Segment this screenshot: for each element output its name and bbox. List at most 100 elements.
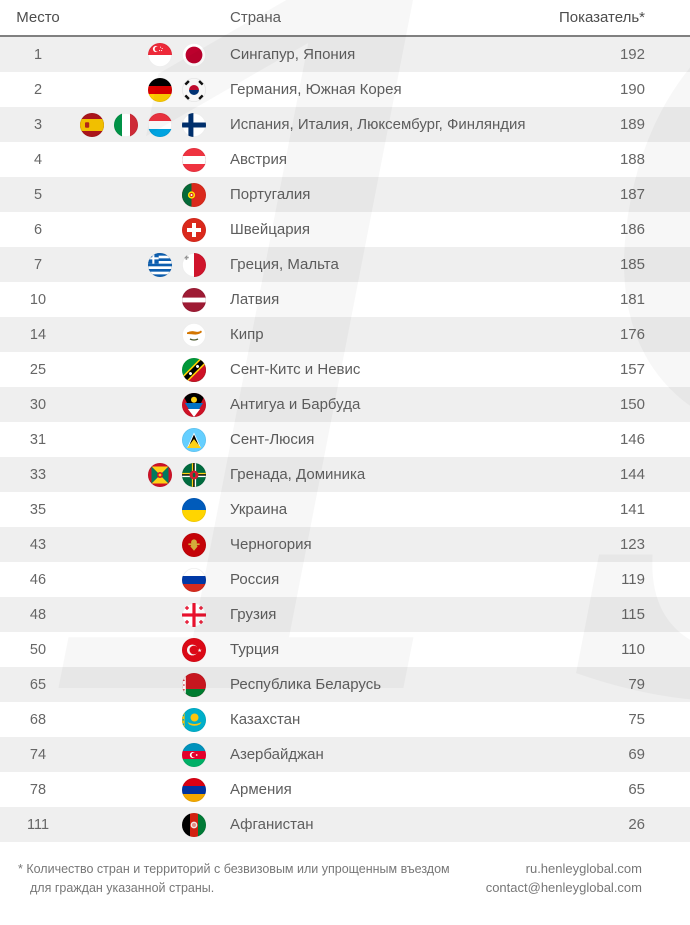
- flag-luxembourg: [148, 112, 172, 137]
- column-header-score: Показатель*: [558, 9, 645, 26]
- table-row: 68 Казахстан 75: [0, 702, 690, 737]
- flag-group: [76, 77, 206, 102]
- country-cell: Сент-Люсия: [230, 431, 315, 448]
- rank-cell: 25: [29, 361, 47, 378]
- score-cell: 69: [628, 746, 645, 763]
- table-row: 31 Сент-Люсия 146: [0, 422, 690, 457]
- flag-group: [76, 567, 206, 592]
- table-row: 4 Австрия 188: [0, 142, 690, 177]
- table-row: 5 Португалия 187: [0, 177, 690, 212]
- flag-group: [76, 147, 206, 172]
- flag-group: [76, 287, 206, 312]
- rank-cell: 68: [29, 711, 47, 728]
- flag-montenegro: [182, 532, 206, 557]
- flag-azerbaijan: [182, 742, 206, 767]
- table-row: 43 Черногория 123: [0, 527, 690, 562]
- column-header-country: Страна: [230, 9, 282, 26]
- flag-armenia: [182, 777, 206, 802]
- table-row: 65 Республика Беларусь 79: [0, 667, 690, 702]
- flag-finland: [182, 112, 206, 137]
- table-row: 50 Турция 110: [0, 632, 690, 667]
- flag-grenada: [148, 462, 172, 487]
- flag-antigua-barbuda: [182, 392, 206, 417]
- rank-cell: 10: [29, 291, 47, 308]
- rank-cell: 5: [33, 186, 43, 203]
- country-cell: Сингапур, Япония: [230, 46, 356, 63]
- flag-latvia: [182, 287, 206, 312]
- flag-austria: [182, 147, 206, 172]
- flag-group: [76, 462, 206, 487]
- flag-russia: [182, 567, 206, 592]
- flag-saint-kitts-nevis: [182, 357, 206, 382]
- flag-singapore: [148, 42, 172, 67]
- country-cell: Гренада, Доминика: [230, 466, 366, 483]
- country-cell: Австрия: [230, 151, 288, 168]
- flag-group: [76, 357, 206, 382]
- flag-group: [76, 427, 206, 452]
- score-cell: 150: [619, 396, 645, 413]
- rank-cell: 78: [29, 781, 47, 798]
- flag-group: [76, 112, 206, 137]
- score-cell: 79: [628, 676, 645, 693]
- ranking-table: Место Страна Показатель* 1 Сингапур, Япо…: [0, 9, 690, 842]
- score-cell: 26: [628, 816, 645, 833]
- table-row: 48 Грузия 115: [0, 597, 690, 632]
- table-row: 30 Антигуа и Барбуда 150: [0, 387, 690, 422]
- flag-group: [76, 392, 206, 417]
- country-cell: Португалия: [230, 186, 311, 203]
- flag-south-korea: [182, 77, 206, 102]
- score-cell: 181: [619, 291, 645, 308]
- table-row: 2 Германия, Южная Корея 190: [0, 72, 690, 107]
- country-cell: Латвия: [230, 291, 280, 308]
- rank-cell: 1: [33, 46, 43, 63]
- country-cell: Сент-Китс и Невис: [230, 361, 361, 378]
- score-cell: 119: [621, 571, 645, 588]
- flag-greece: [148, 252, 172, 277]
- score-cell: 141: [619, 501, 645, 518]
- score-cell: 110: [621, 641, 645, 658]
- score-cell: 65: [628, 781, 645, 798]
- rank-cell: 33: [29, 466, 47, 483]
- score-cell: 144: [619, 466, 645, 483]
- flag-cyprus: [182, 322, 206, 347]
- table-row: 46 Россия 119: [0, 562, 690, 597]
- table-row: 35 Украина 141: [0, 492, 690, 527]
- flag-group: [76, 497, 206, 522]
- footnote-line-2: для граждан указанной страны.: [30, 880, 215, 895]
- flag-dominica: [182, 462, 206, 487]
- flag-group: [76, 42, 206, 67]
- rank-cell: 111: [26, 816, 50, 833]
- country-cell: Черногория: [230, 536, 312, 553]
- rank-cell: 43: [29, 536, 47, 553]
- rank-cell: 50: [29, 641, 47, 658]
- flag-group: [76, 252, 206, 277]
- country-cell: Греция, Мальта: [230, 256, 339, 273]
- flag-ukraine: [182, 497, 206, 522]
- flag-malta: [182, 252, 206, 277]
- flag-group: [76, 182, 206, 207]
- rank-cell: 7: [33, 256, 43, 273]
- rank-cell: 4: [33, 151, 43, 168]
- flag-portugal: [182, 182, 206, 207]
- flag-group: [76, 742, 206, 767]
- flag-group: [76, 672, 206, 697]
- table-row: 10 Латвия 181: [0, 282, 690, 317]
- country-cell: Афганистан: [230, 816, 314, 833]
- country-cell: Украина: [230, 501, 288, 518]
- flag-kazakhstan: [182, 707, 206, 732]
- table-row: 78 Армения 65: [0, 772, 690, 807]
- rank-cell: 74: [29, 746, 47, 763]
- rank-cell: 3: [33, 116, 43, 133]
- table-row: 111 Афганистан 26: [0, 807, 690, 842]
- country-cell: Испания, Италия, Люксембург, Финляндия: [230, 116, 526, 133]
- flag-germany: [148, 77, 172, 102]
- flag-spain: [80, 112, 104, 137]
- flag-group: [76, 322, 206, 347]
- score-cell: 187: [619, 186, 645, 203]
- country-cell: Азербайджан: [230, 746, 324, 763]
- country-cell: Швейцария: [230, 221, 311, 238]
- score-cell: 186: [619, 221, 645, 238]
- score-cell: 192: [619, 46, 645, 63]
- flag-group: [76, 777, 206, 802]
- score-cell: 189: [619, 116, 645, 133]
